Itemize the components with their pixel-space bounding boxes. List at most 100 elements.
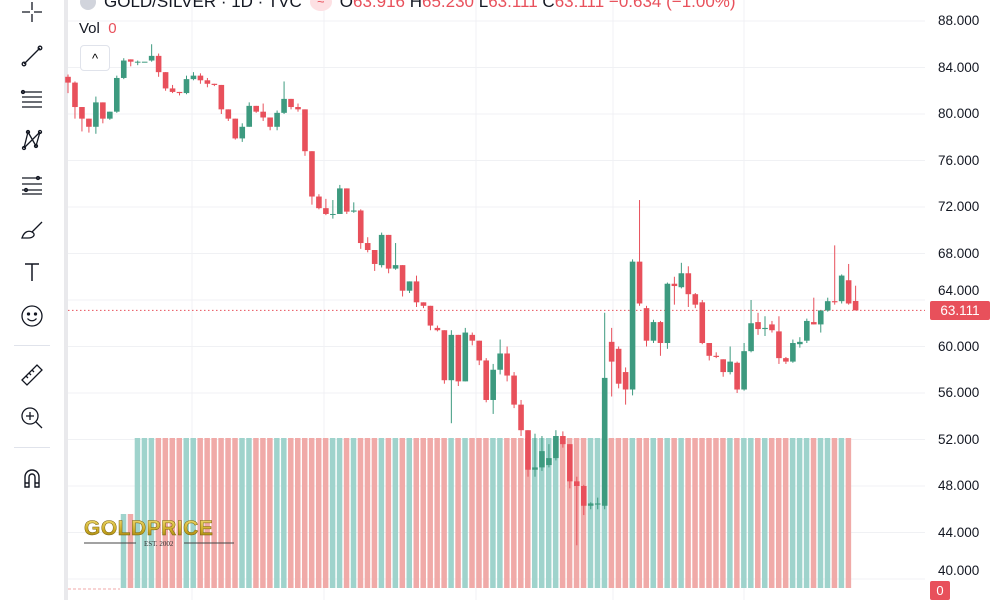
volume-bar [594,438,601,588]
low-label: L [478,0,489,11]
volume-bar [608,438,615,588]
candle-body [344,188,350,212]
y-tick-label: 44.000 [938,524,980,540]
candle-body [93,102,99,127]
volume-bar [420,438,426,588]
candle-body [183,79,190,94]
volume-bar [748,438,754,588]
candle-body [385,234,392,269]
candle-body [525,430,531,470]
candle-body [323,208,329,214]
volume-bar [441,438,447,588]
candle-body [309,151,315,197]
candle-body [817,310,824,325]
candle-body [420,302,427,306]
volume-bar [329,438,336,588]
high-label: H [409,0,422,11]
candle-body [211,83,218,85]
candle-body [204,80,211,84]
fib-icon[interactable] [14,166,50,202]
volume-bar [127,514,134,588]
candle-body [539,451,545,468]
chevron-up-icon: ^ [91,50,99,66]
volume-bar [768,438,775,588]
candle-body [776,331,782,359]
volume-bar [483,438,489,588]
symbol-title[interactable]: GOLD/SILVER · 1D · TVC [104,0,302,11]
brush-icon[interactable] [14,212,50,248]
ohlc-values: O63.916 H65.230 L63.111 C63.111 −0.634 (… [340,0,736,12]
candle-body [399,265,406,291]
text-icon[interactable] [14,254,50,290]
volume-bar [720,438,726,588]
candle-body [274,112,280,127]
volume-bar [190,438,196,588]
volume-bar [671,438,677,588]
volume-bar [782,438,789,588]
change-value: −0.634 (−1.00%) [608,0,736,11]
candle-body [295,107,301,110]
pattern-icon[interactable] [14,122,50,158]
volume-bar [727,438,733,588]
y-tick-label: 48.000 [938,478,980,493]
volume-bar [385,438,392,588]
candle-body [657,322,664,344]
volume-bar [218,438,224,588]
magnet-icon[interactable] [14,460,50,496]
volume-bar [350,438,357,588]
candle-body [574,481,580,486]
volume-bar [685,438,691,588]
candle-body [483,360,489,400]
candle-body [176,91,183,94]
volume-bar [141,438,148,588]
volume-bar [225,438,231,588]
candle-body [107,111,113,119]
volume-bar [448,438,454,588]
volume-bar [831,438,838,588]
candle-body [497,353,503,370]
volume-bar [232,438,238,588]
volume-bar [246,438,252,588]
candle-body [155,55,162,73]
candle-body [797,341,803,345]
volume-bar [462,438,468,588]
zoom-in-icon[interactable] [14,400,50,436]
volume-bar [427,438,433,588]
svg-text:GOLDPRICE: GOLDPRICE [84,517,213,540]
candle-body [350,210,357,212]
candle-body [169,88,176,92]
crosshair-icon[interactable] [14,0,50,30]
market-status-icon: ~ [309,0,332,11]
volume-bar [810,438,817,588]
collapse-legend-button[interactable]: ^ [80,45,110,71]
candle-body [567,444,573,482]
volume-bar [538,438,545,588]
volume-bar [636,438,643,588]
y-tick-label: 52.000 [938,431,980,447]
horizontal-lines-icon[interactable] [14,80,50,116]
last-price-tag: 63.111 [930,301,990,321]
volume-bar [378,438,385,588]
volume-bar [741,438,747,588]
candle-body [560,436,566,445]
candle-body [546,458,552,466]
candle-body [148,55,155,61]
candle-body [587,503,594,506]
volume-bar [169,438,176,588]
trend-line-icon[interactable] [14,38,50,74]
symbol-logo-icon [80,0,96,10]
candle-body [748,323,754,352]
candle-body [755,322,761,330]
candle-body [371,250,378,264]
candle-body [762,327,768,330]
volume-bar [706,438,712,588]
toolbar-divider [14,345,50,346]
ruler-icon[interactable] [14,357,50,393]
candle-body [190,75,197,80]
emoji-icon[interactable] [14,298,50,334]
volume-bar [587,438,594,588]
volume-bar [762,438,768,588]
volume-bar [817,438,824,588]
candle-body [643,308,650,341]
